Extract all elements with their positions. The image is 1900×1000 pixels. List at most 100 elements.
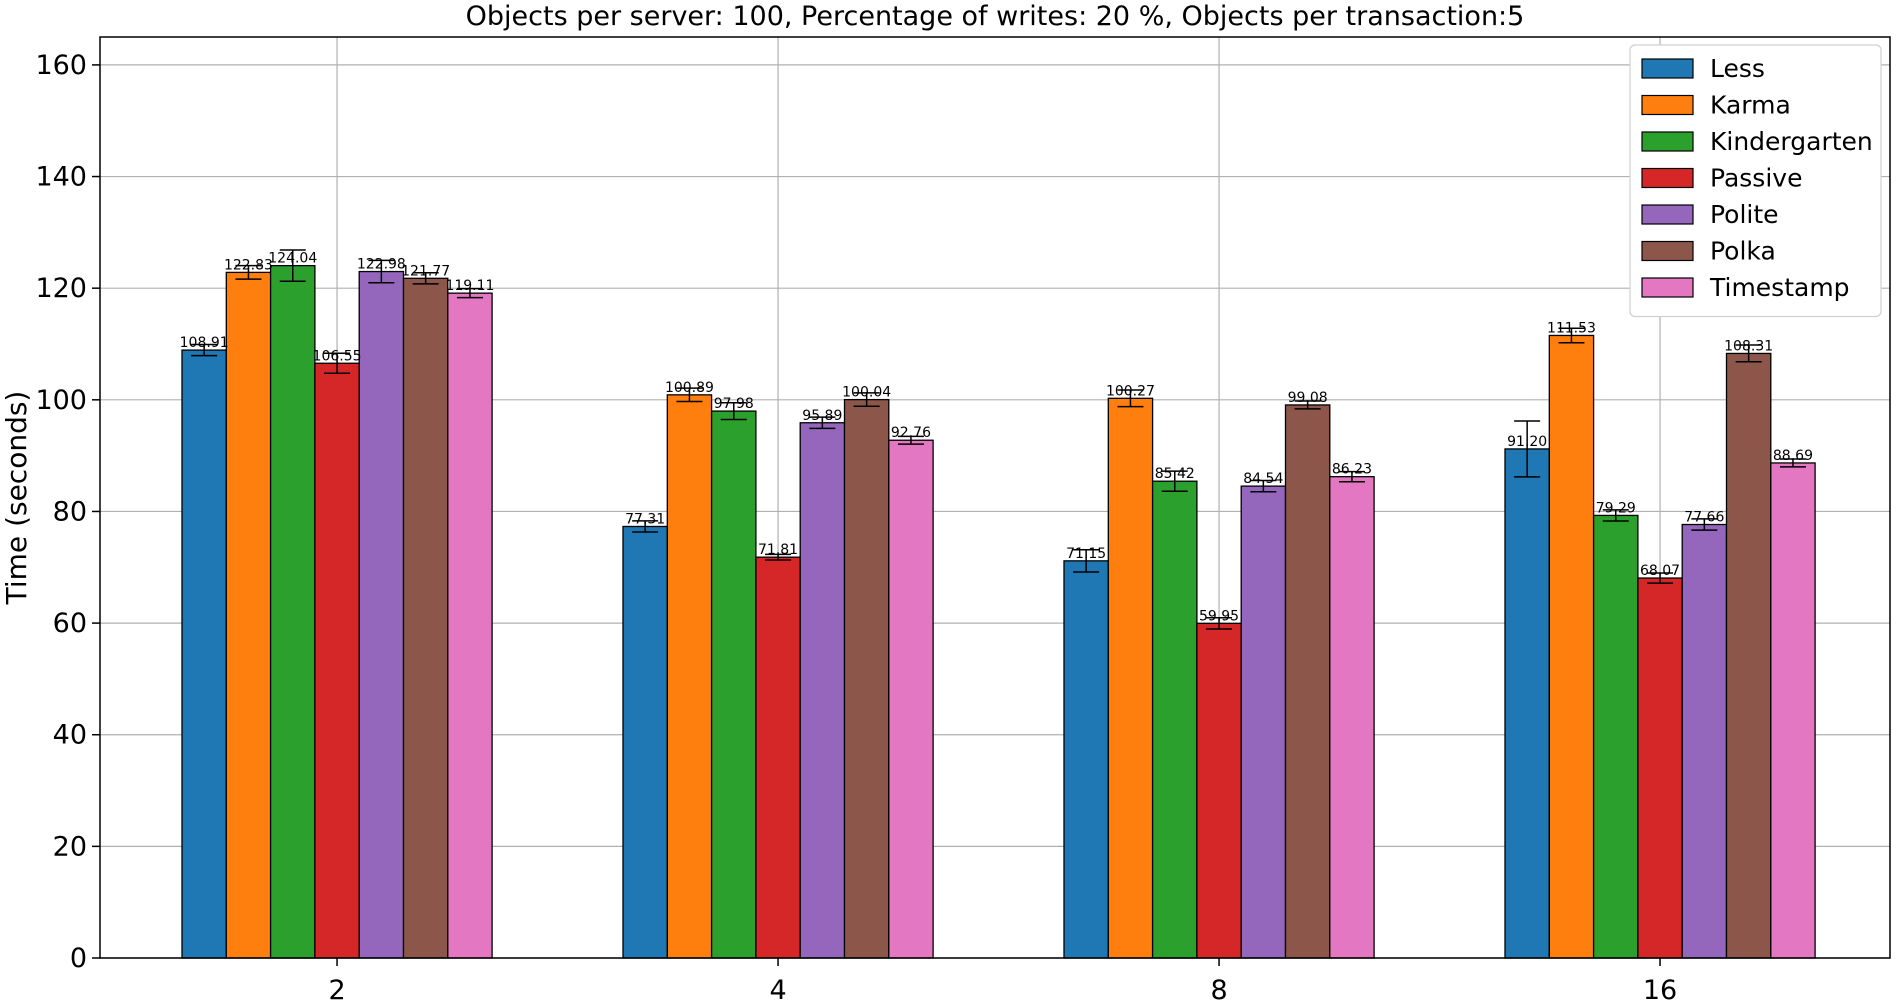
plot-frame [99,36,1891,959]
data-label: 85.42 [1155,466,1195,482]
data-label: 122.98 [357,257,406,273]
bar-karma [666,394,713,959]
legend-label: Timestamp [1709,273,1850,302]
data-label: 119.11 [445,278,494,294]
error-bar [676,387,703,403]
chart-title: Objects per server: 100, Percentage of w… [466,1,1525,32]
data-label: 99.08 [1288,390,1328,406]
y-tick-label: 80 [53,496,87,527]
data-label: 122.83 [224,257,273,273]
error-bar [324,352,351,375]
bar-timestamp [1770,462,1816,959]
error-bar [412,271,439,285]
data-label: 100.27 [1106,383,1155,399]
data-label: 79.29 [1596,500,1636,516]
error-bar [1647,572,1674,584]
data-label: 97.98 [714,396,754,412]
legend-swatch [1641,131,1694,152]
bar-polka [402,277,449,959]
bar-kindergarten [1151,480,1198,959]
y-tick-label: 60 [53,608,87,639]
bar-polite [358,270,405,959]
error-bar [1558,327,1585,344]
data-label: 84.54 [1243,471,1283,487]
legend: Less Karma Kindergarten Passive Polite Polka T… [1629,44,1882,318]
data-label: 77.31 [625,511,665,527]
legend-swatch [1641,167,1694,189]
legend-label: Passive [1710,164,1802,193]
bar-polite [1240,485,1287,959]
bar-kindergarten [269,264,316,959]
data-label: 121.77 [401,263,450,279]
error-bar [1338,470,1365,483]
error-bar [765,553,792,561]
y-tick-label: 20 [53,831,87,862]
bar-kindergarten [1592,514,1639,959]
error-bar [1691,518,1718,531]
error-bar [1602,509,1629,522]
legend-swatch [1641,58,1694,79]
data-label: 71.81 [758,542,798,558]
x-tick-label: 16 [1643,975,1677,1000]
bar-polite [799,422,846,959]
error-bar [1206,617,1233,630]
data-label: 91.20 [1507,434,1547,450]
legend-label: Less [1710,54,1765,83]
data-label: 95.89 [802,408,842,424]
legend-swatch [1641,240,1694,262]
x-tick-label: 2 [328,975,345,1000]
error-bar [1161,470,1188,492]
error-bar [632,520,659,533]
data-label: 108.31 [1724,338,1773,354]
error-bar [1779,458,1806,468]
bar-passive [755,556,801,959]
data-label: 111.53 [1547,320,1596,336]
error-bar [235,264,262,280]
legend-label: Polka [1710,237,1776,266]
x-tick-label: 4 [769,975,786,1000]
data-label: 92.76 [891,425,931,441]
error-bar [720,401,747,421]
legend-swatch [1641,277,1694,298]
legend-swatch [1641,94,1694,116]
bar-polite [1681,523,1728,959]
bar-timestamp [447,292,493,959]
bar-less [1063,560,1109,959]
y-tick-label: 40 [53,720,87,751]
error-bar [853,392,880,408]
error-bar [1735,344,1762,363]
error-bar [1514,420,1541,478]
bar-passive [1637,577,1683,959]
error-bar [809,416,836,430]
error-bar [1073,548,1100,573]
data-label: 100.04 [842,385,891,401]
legend-label: Karma [1710,91,1791,120]
legend-label: Polite [1710,200,1779,229]
data-label: 88.69 [1773,448,1813,464]
bar-polka [1284,404,1331,959]
legend-swatch [1641,204,1694,225]
error-bar [368,259,395,284]
bar-timestamp [888,439,934,959]
bar-karma [1548,334,1595,959]
data-labels: 108.91 77.31 71.15 91.20 122.83 100.89 100.27 1… [180,251,1813,625]
bar-karma [225,271,272,959]
bar-kindergarten [710,410,757,959]
bar-karma [1107,397,1154,959]
data-label: 108.91 [180,335,229,351]
data-label: 86.23 [1332,462,1372,478]
bars [181,249,1816,959]
axes: 0 20 40 60 80 100 120 140 160 2 4 8 16 [35,50,1677,1000]
data-label: 77.66 [1684,510,1724,526]
bar-less [1504,448,1550,959]
bar-polka [843,398,890,959]
y-tick-label: 120 [35,273,87,304]
data-label: 124.04 [268,251,317,267]
bar-passive [1196,622,1242,959]
data-label: 68.07 [1640,563,1680,579]
x-tick-label: 8 [1210,975,1227,1000]
y-tick-label: 100 [35,385,87,416]
y-tick-label: 0 [70,943,87,974]
y-tick-label: 140 [35,162,87,193]
